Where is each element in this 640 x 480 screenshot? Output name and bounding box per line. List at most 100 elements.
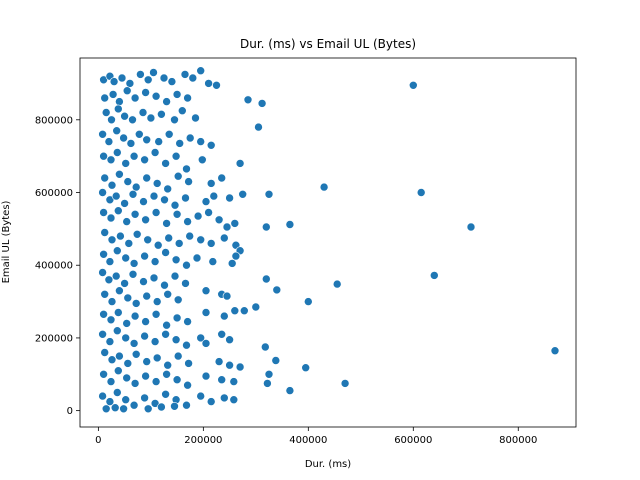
data-point <box>209 191 219 201</box>
data-point <box>119 133 128 143</box>
data-point <box>220 233 229 243</box>
data-point <box>550 346 560 356</box>
data-point <box>128 269 138 279</box>
data-point <box>183 317 192 326</box>
data-point <box>466 222 476 232</box>
data-point <box>229 377 239 386</box>
data-point <box>196 333 205 343</box>
data-point <box>115 286 124 296</box>
data-point <box>142 357 151 366</box>
data-point <box>108 90 118 99</box>
data-point <box>106 155 116 165</box>
data-point <box>111 191 121 201</box>
data-point <box>105 257 115 266</box>
data-point <box>264 190 274 199</box>
data-point <box>122 319 131 328</box>
data-point <box>201 197 211 206</box>
data-point <box>174 239 184 248</box>
data-point <box>220 311 229 321</box>
data-point <box>151 208 161 217</box>
data-point <box>109 77 119 86</box>
data-point <box>173 171 183 181</box>
data-point <box>99 208 108 217</box>
data-point <box>301 363 311 373</box>
data-point <box>100 173 109 183</box>
data-point <box>201 286 211 296</box>
data-point <box>120 199 129 208</box>
x-tick-label: 200000 <box>184 435 222 446</box>
data-point <box>184 177 193 186</box>
data-point <box>140 251 149 261</box>
data-point <box>100 348 109 357</box>
data-point <box>161 159 170 168</box>
data-point <box>170 271 180 281</box>
data-point <box>121 395 130 405</box>
data-point <box>100 228 109 237</box>
data-point <box>142 135 151 145</box>
data-point <box>101 404 111 414</box>
data-point <box>172 90 182 99</box>
data-point <box>182 340 191 350</box>
data-point <box>123 177 133 186</box>
points-layer <box>98 66 560 414</box>
data-point <box>225 360 234 370</box>
data-point <box>140 331 149 341</box>
data-point <box>126 139 136 148</box>
data-point <box>151 91 161 101</box>
data-point <box>206 397 216 406</box>
data-point <box>121 159 130 168</box>
data-point <box>185 133 195 143</box>
data-point <box>121 253 130 263</box>
data-point <box>140 393 149 403</box>
data-point <box>105 397 115 406</box>
data-point <box>99 369 108 379</box>
data-point <box>121 333 130 343</box>
data-point <box>149 68 158 77</box>
data-point <box>98 329 107 339</box>
data-point <box>98 130 107 139</box>
data-point <box>183 380 192 390</box>
data-point <box>105 337 115 346</box>
data-point <box>106 213 116 223</box>
x-tick-label: 800000 <box>499 435 537 446</box>
y-tick-label: 400000 <box>35 261 73 272</box>
data-point <box>116 231 125 241</box>
data-point <box>230 219 240 228</box>
y-tick-label: 600000 <box>35 188 73 199</box>
data-point <box>251 302 261 312</box>
data-point <box>181 193 190 203</box>
data-point <box>206 179 216 188</box>
data-point <box>115 351 124 361</box>
data-point <box>217 173 226 183</box>
data-point <box>149 191 159 201</box>
x-tick-label: 0 <box>95 435 101 446</box>
x-tick-label: 600000 <box>394 435 432 446</box>
data-point <box>201 371 211 381</box>
data-point <box>235 362 245 372</box>
data-point <box>160 280 169 290</box>
data-point <box>129 400 139 410</box>
data-point <box>146 113 156 123</box>
data-point <box>150 148 160 157</box>
data-point <box>130 93 140 103</box>
data-point <box>139 277 148 286</box>
y-axis: 0 200000 400000 600000 800000 <box>35 115 80 417</box>
data-point <box>107 180 117 190</box>
data-point <box>106 315 116 325</box>
data-point <box>151 377 161 386</box>
data-point <box>184 359 193 368</box>
data-point <box>105 195 115 205</box>
data-point <box>132 230 142 239</box>
data-point <box>178 106 187 115</box>
data-point <box>107 355 117 365</box>
data-point <box>170 115 179 125</box>
data-point <box>175 139 184 148</box>
data-point <box>115 170 124 179</box>
data-point <box>231 251 241 261</box>
data-point <box>201 308 211 317</box>
data-point <box>206 239 216 248</box>
data-point <box>123 359 133 368</box>
data-point <box>159 73 169 83</box>
data-point <box>261 274 271 284</box>
data-point <box>113 246 122 255</box>
